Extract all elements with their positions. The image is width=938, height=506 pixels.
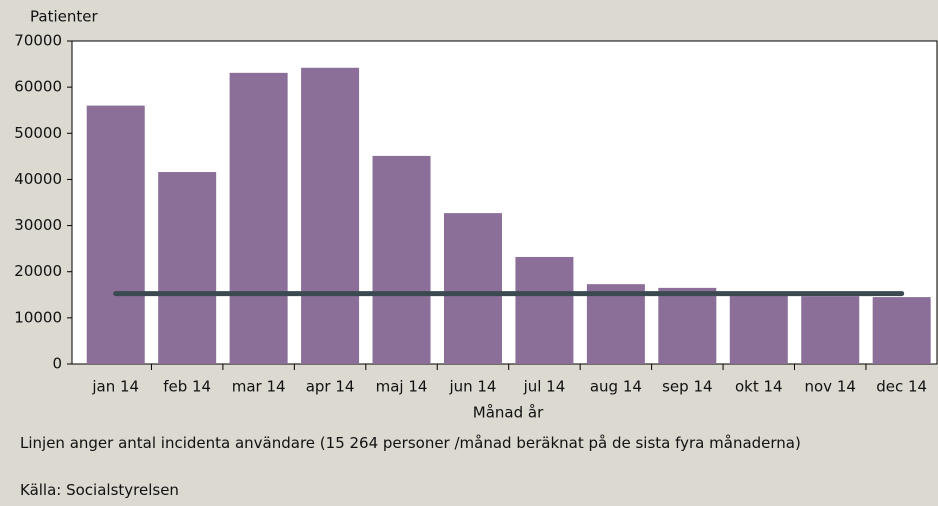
- bar: [872, 297, 931, 364]
- x-tick-label: mar 14: [232, 378, 286, 396]
- source: Källa: Socialstyrelsen: [20, 481, 179, 499]
- chart: Patienter Månad år 0 10000 20000 30000 40000…: [14, 8, 938, 422]
- bar: [729, 292, 788, 364]
- x-tick-label: apr 14: [306, 378, 355, 396]
- bar: [301, 67, 360, 365]
- bar: [658, 287, 717, 364]
- bar: [515, 256, 574, 364]
- x-tick-label: sep 14: [662, 378, 712, 396]
- y-axis-label: Patienter: [30, 8, 98, 26]
- y-tick-label: 70000: [14, 32, 62, 50]
- bar: [801, 296, 860, 364]
- y-tick-label: 40000: [14, 170, 62, 188]
- footnote: Linjen anger antal incidenta användare (…: [20, 434, 801, 452]
- y-tick-label: 20000: [14, 262, 62, 280]
- x-tick-label: okt 14: [735, 378, 783, 396]
- x-axis-label: Månad år: [473, 404, 544, 422]
- bar: [372, 155, 431, 364]
- x-tick-label: jul 14: [523, 378, 566, 396]
- x-tick-label: feb 14: [163, 378, 211, 396]
- y-tick-label: 50000: [14, 124, 62, 142]
- x-tick-label: jun 14: [448, 378, 496, 396]
- y-tick-label: 60000: [14, 78, 62, 96]
- y-tick-label: 10000: [14, 308, 62, 326]
- x-tick-label: dec 14: [876, 378, 927, 396]
- bar: [443, 213, 502, 364]
- bar: [86, 105, 145, 364]
- bar: [158, 172, 217, 364]
- x-tick-label: maj 14: [376, 378, 428, 396]
- bar: [229, 72, 288, 365]
- x-tick-label: jan 14: [91, 378, 139, 396]
- x-tick-label: aug 14: [590, 378, 642, 396]
- y-tick-label: 30000: [14, 216, 62, 234]
- bar: [586, 284, 645, 364]
- x-tick-label: nov 14: [805, 378, 856, 396]
- y-tick-label: 0: [52, 355, 62, 373]
